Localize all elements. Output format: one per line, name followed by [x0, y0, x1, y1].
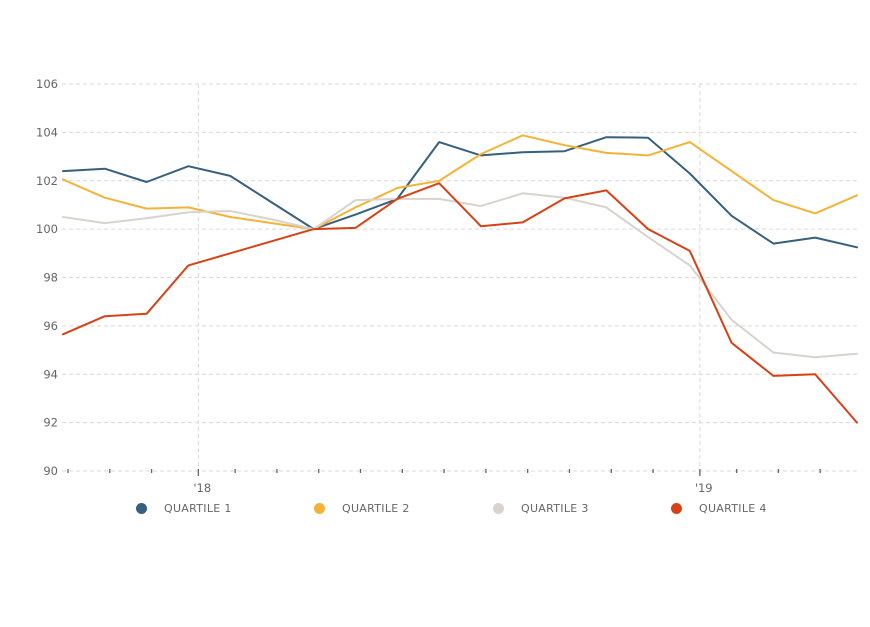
legend-label: QUARTILE 2 [342, 502, 410, 515]
y-tick-label: 100 [36, 222, 58, 236]
x-axis: '18 '19 [67, 469, 821, 495]
legend-label: QUARTILE 3 [521, 502, 589, 515]
legend-item-quartile-3[interactable]: QUARTILE 3 [493, 502, 589, 515]
y-axis: 90 92 94 96 98 100 102 104 106 [36, 77, 58, 478]
legend-item-quartile-2[interactable]: QUARTILE 2 [314, 502, 410, 515]
gridlines [62, 83, 857, 472]
y-tick-label: 98 [43, 271, 58, 285]
legend-item-quartile-4[interactable]: QUARTILE 4 [671, 502, 767, 515]
x-tick-label: '18 [193, 481, 211, 495]
legend-dot-quartile-4-icon [671, 503, 682, 514]
legend-item-quartile-1[interactable]: QUARTILE 1 [136, 502, 232, 515]
y-tick-label: 102 [36, 174, 58, 188]
series-line-quartile-2[interactable] [62, 134, 858, 231]
x-tick-label: '19 [695, 481, 713, 495]
series-line-quartile-4[interactable] [62, 182, 858, 424]
y-tick-label: 104 [36, 125, 58, 139]
y-tick-label: 90 [43, 464, 58, 478]
legend-dot-quartile-3-icon [493, 503, 504, 514]
legend-label: QUARTILE 1 [164, 502, 232, 515]
y-tick-label: 106 [36, 77, 58, 91]
legend-dot-quartile-2-icon [314, 503, 325, 514]
y-tick-label: 96 [43, 319, 58, 333]
series-line-quartile-1[interactable] [62, 136, 858, 249]
legend-dot-quartile-1-icon [136, 503, 147, 514]
y-tick-label: 92 [43, 416, 58, 430]
series-lines [62, 134, 858, 424]
legend-label: QUARTILE 4 [699, 502, 767, 515]
series-line-quartile-3[interactable] [62, 192, 858, 359]
legend: QUARTILE 1 QUARTILE 2 QUARTILE 3 QUARTIL… [0, 502, 870, 522]
y-tick-label: 94 [43, 367, 58, 381]
